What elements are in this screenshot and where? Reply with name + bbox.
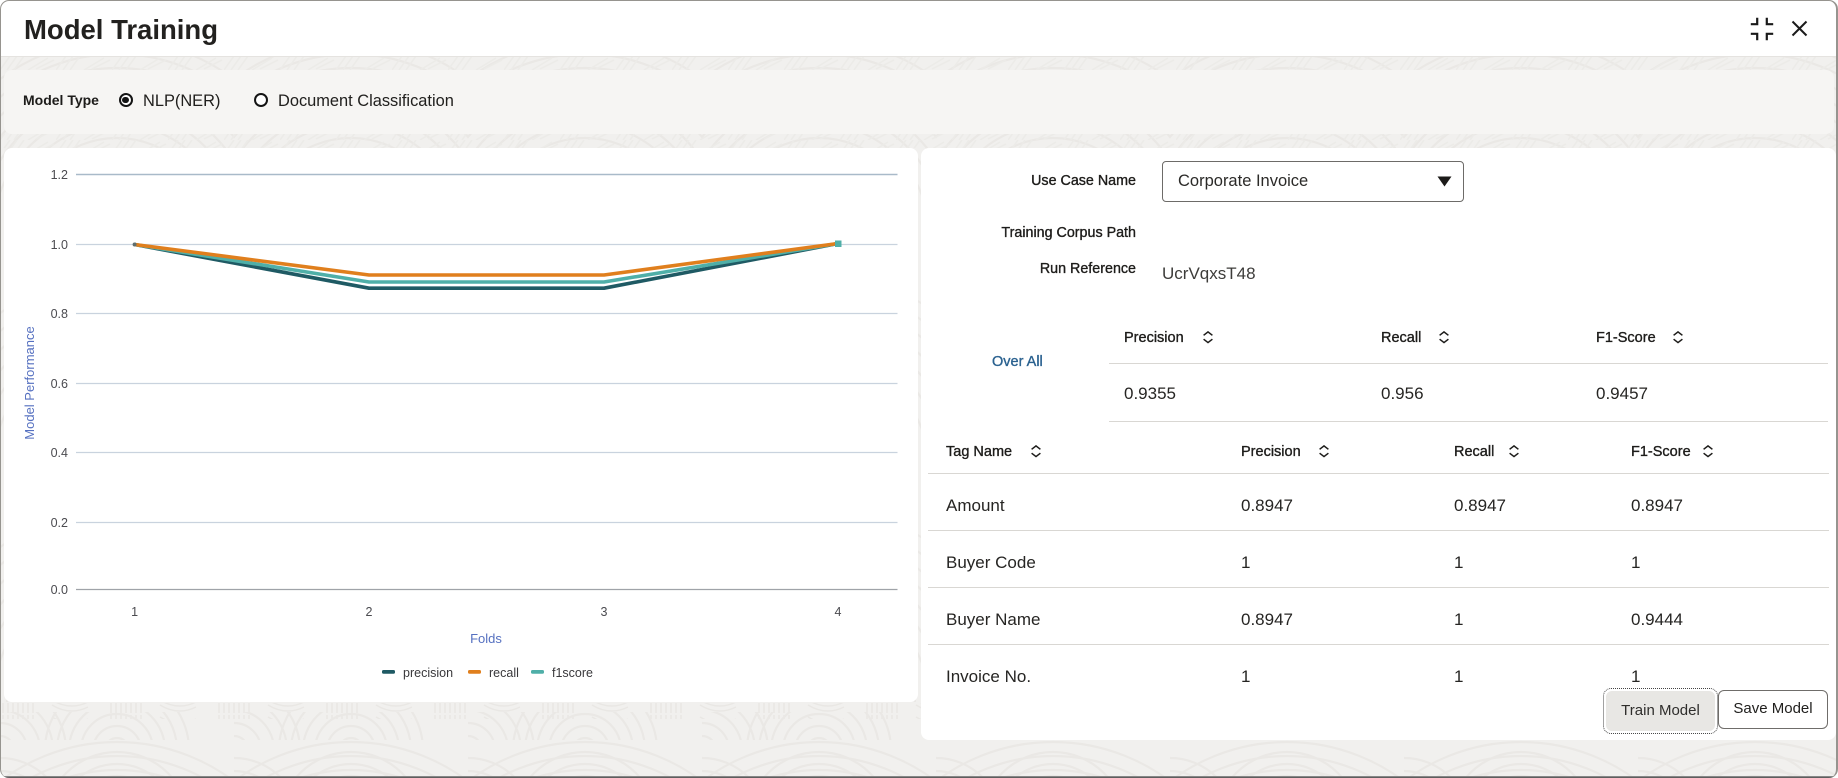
svg-text:3: 3: [601, 605, 608, 619]
svg-text:0.6: 0.6: [51, 377, 68, 391]
svg-text:Model Performance: Model Performance: [22, 326, 37, 439]
svg-text:2: 2: [366, 605, 373, 619]
svg-text:4: 4: [835, 605, 842, 619]
svg-text:1: 1: [131, 605, 138, 619]
svg-text:f1score: f1score: [552, 666, 593, 680]
svg-text:0.0: 0.0: [51, 583, 68, 597]
svg-text:1.2: 1.2: [51, 168, 68, 182]
svg-text:Folds: Folds: [470, 631, 502, 646]
svg-text:0.4: 0.4: [51, 446, 68, 460]
svg-text:recall: recall: [489, 666, 519, 680]
svg-text:precision: precision: [403, 666, 453, 680]
svg-text:0.2: 0.2: [51, 516, 68, 530]
svg-text:0.8: 0.8: [51, 307, 68, 321]
svg-text:1.0: 1.0: [51, 238, 68, 252]
